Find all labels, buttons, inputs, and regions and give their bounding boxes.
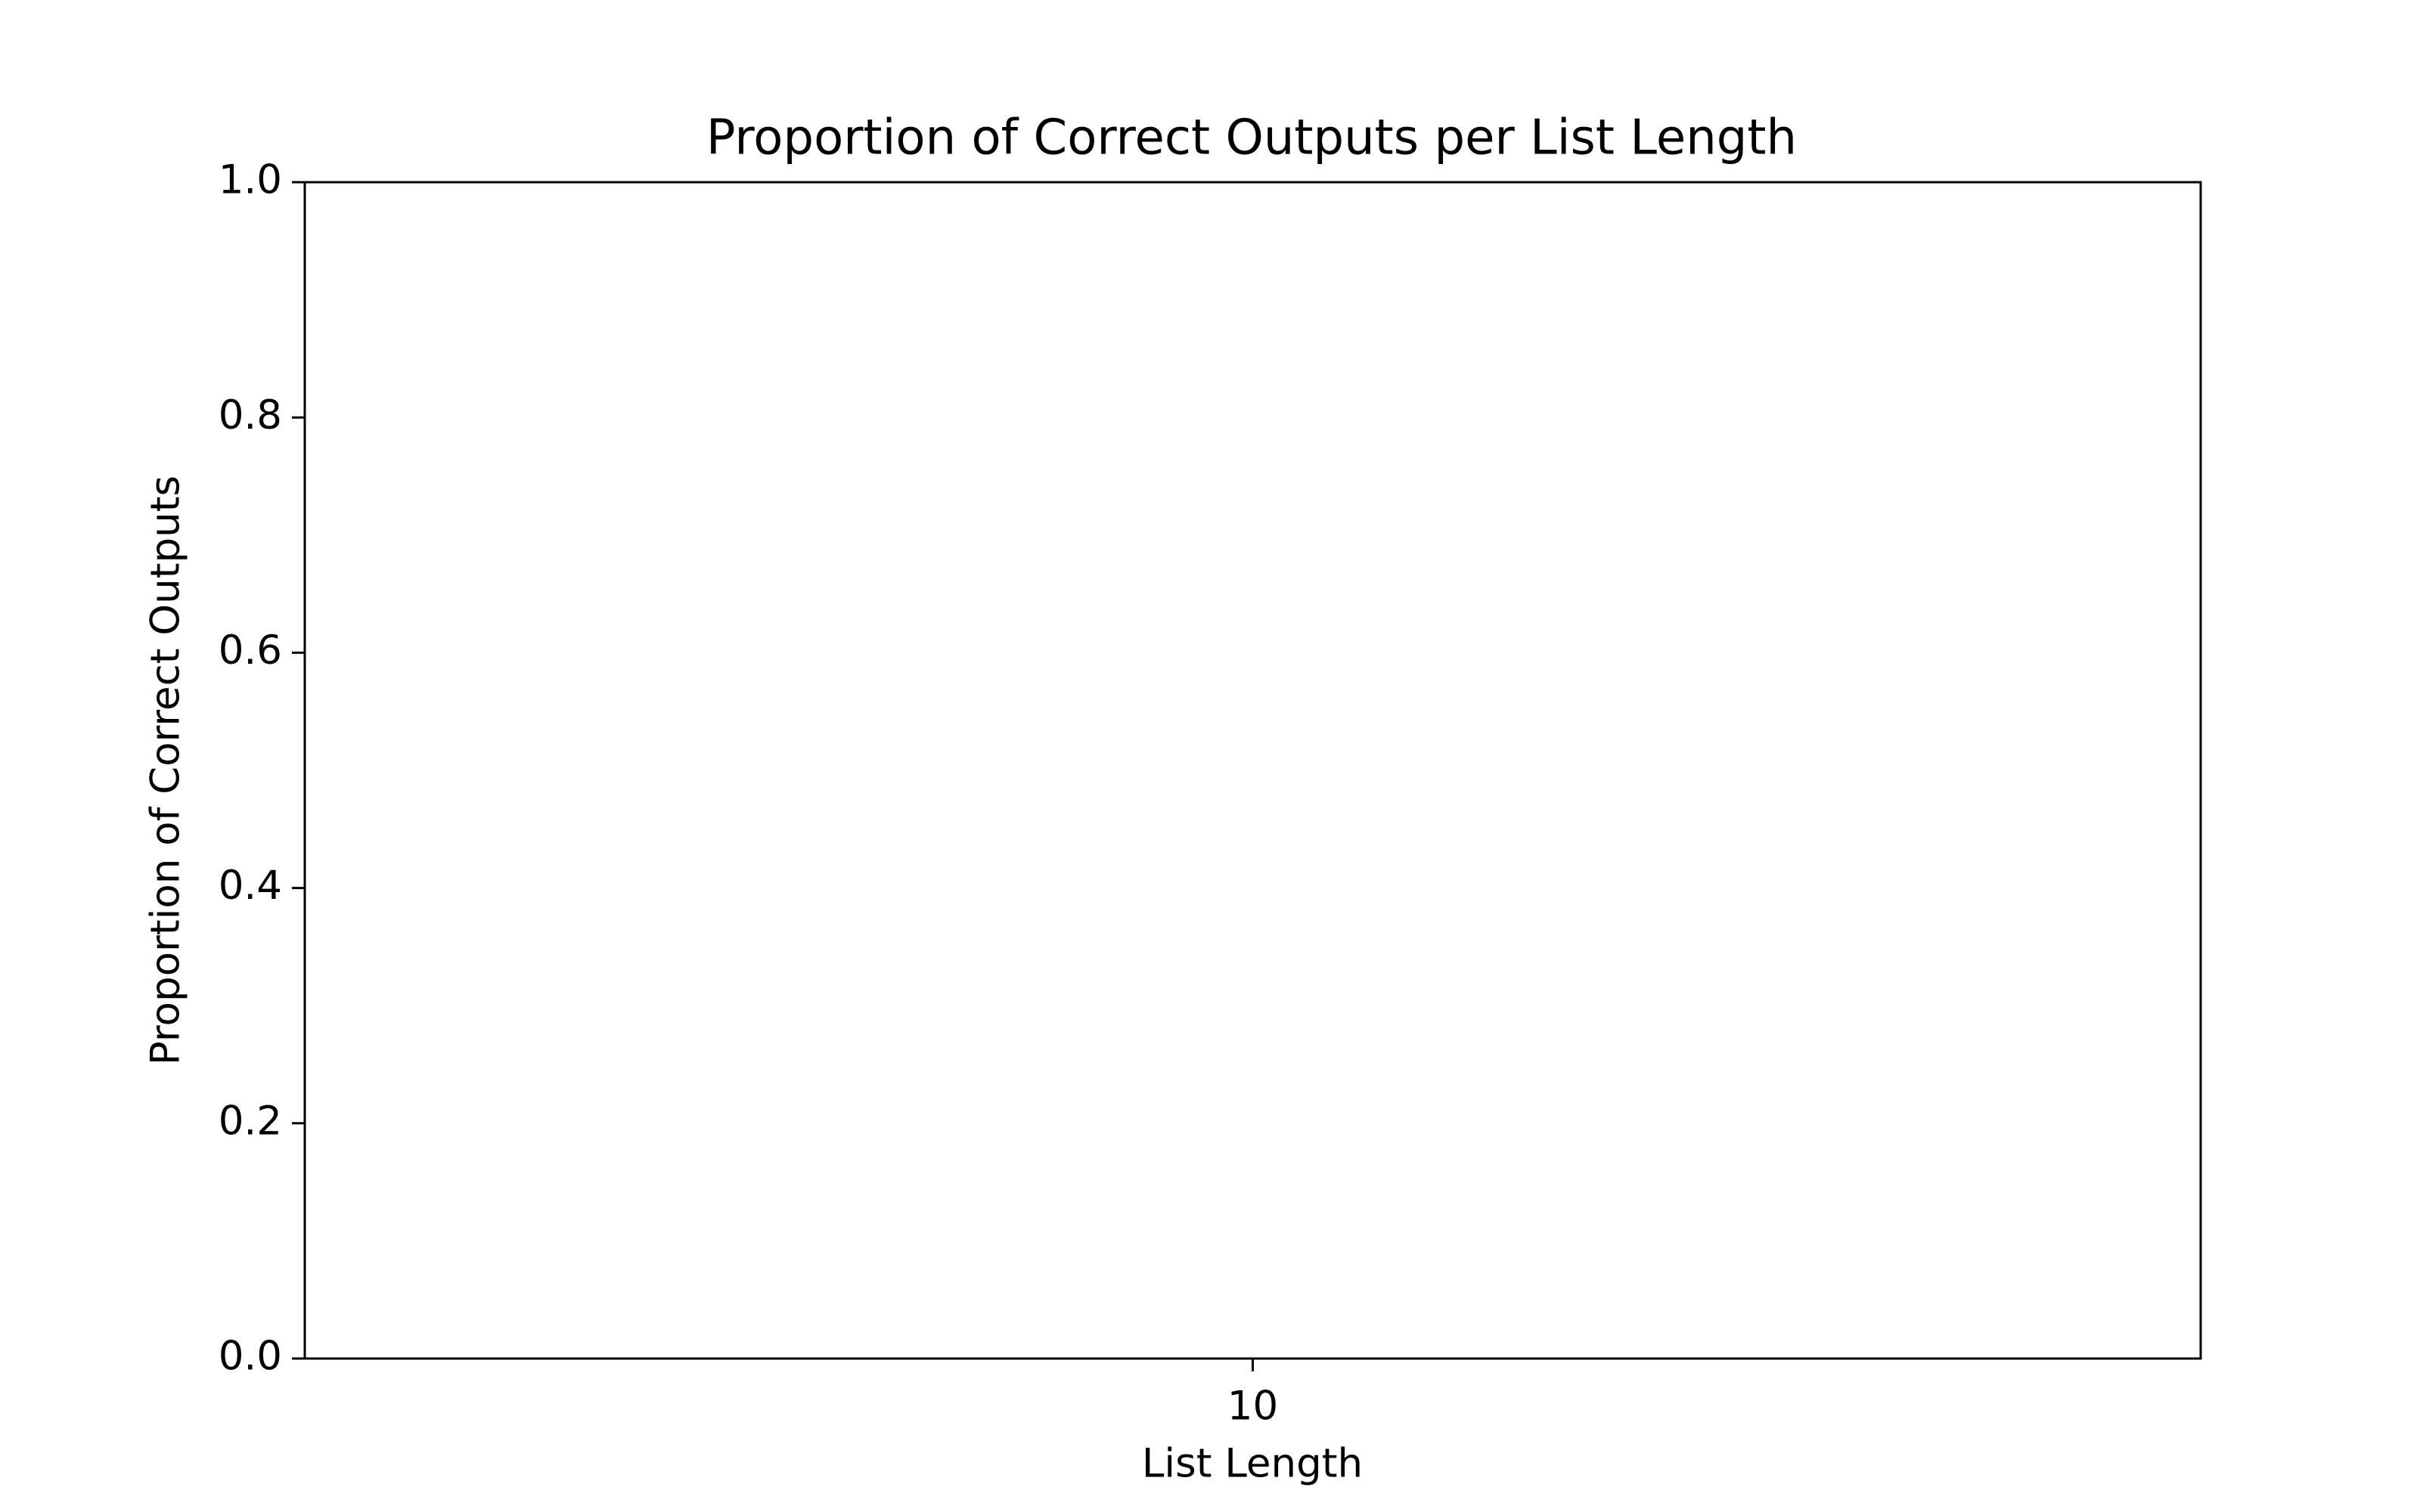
y-axis: 0.0 0.2 0.4 0.6 0.8 1.0 [219, 157, 305, 1380]
y-tick-label: 0.0 [219, 1334, 282, 1380]
y-tick-label: 1.0 [219, 157, 282, 203]
y-tick-label: 0.8 [219, 392, 282, 438]
x-axis-label: List Length [1142, 1441, 1363, 1487]
y-tick-label: 0.4 [219, 863, 282, 909]
y-tick-label: 0.6 [219, 627, 282, 674]
y-tick-label: 0.2 [219, 1098, 282, 1144]
chart-title: Proportion of Correct Outputs per List L… [706, 110, 1797, 166]
x-axis: 10 [1227, 1359, 1278, 1430]
x-tick-label: 10 [1227, 1383, 1278, 1430]
y-axis-label: Proportion of Correct Outputs [143, 476, 189, 1065]
